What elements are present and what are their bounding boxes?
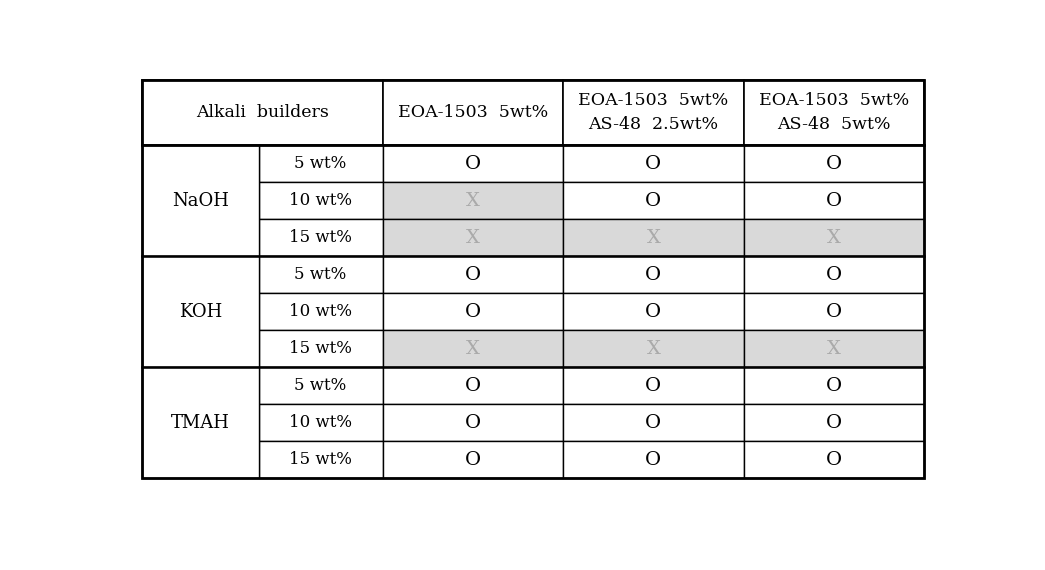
Bar — [142, 256, 258, 367]
Text: O: O — [465, 155, 481, 173]
Text: EOA-1503  5wt%
AS-48  2.5wt%: EOA-1503 5wt% AS-48 2.5wt% — [578, 92, 728, 133]
Text: O: O — [826, 155, 842, 173]
Text: 10 wt%: 10 wt% — [289, 192, 352, 209]
Bar — [258, 145, 382, 182]
Bar — [258, 330, 382, 367]
Bar — [563, 80, 744, 145]
Text: O: O — [646, 377, 661, 394]
Bar — [563, 256, 744, 293]
Text: O: O — [826, 303, 842, 321]
Bar — [563, 293, 744, 330]
Text: EOA-1503  5wt%: EOA-1503 5wt% — [398, 104, 548, 121]
Bar — [563, 145, 744, 182]
Bar — [382, 293, 563, 330]
Text: TMAH: TMAH — [171, 414, 230, 431]
Bar — [258, 256, 382, 293]
Text: O: O — [826, 377, 842, 394]
Text: O: O — [465, 266, 481, 284]
Text: 5 wt%: 5 wt% — [295, 266, 347, 283]
Bar — [382, 219, 563, 256]
Bar — [258, 182, 382, 219]
Bar — [563, 404, 744, 441]
Text: O: O — [826, 266, 842, 284]
Text: KOH: KOH — [179, 303, 222, 321]
Bar — [258, 441, 382, 478]
Text: O: O — [646, 155, 661, 173]
Bar — [382, 256, 563, 293]
Bar — [258, 293, 382, 330]
Text: X: X — [647, 340, 660, 358]
Bar — [382, 404, 563, 441]
Bar — [744, 219, 924, 256]
Bar — [563, 367, 744, 404]
Bar — [142, 367, 258, 478]
Text: 5 wt%: 5 wt% — [295, 156, 347, 172]
Text: X: X — [466, 340, 480, 358]
Bar — [563, 182, 744, 219]
Bar — [744, 182, 924, 219]
Text: X: X — [466, 229, 480, 247]
Text: O: O — [646, 303, 661, 321]
Text: X: X — [647, 229, 660, 247]
Bar — [744, 367, 924, 404]
Text: NaOH: NaOH — [172, 192, 229, 210]
Text: 15 wt%: 15 wt% — [289, 340, 352, 357]
Text: O: O — [646, 192, 661, 210]
Text: O: O — [646, 450, 661, 469]
Text: 10 wt%: 10 wt% — [289, 414, 352, 431]
Text: 10 wt%: 10 wt% — [289, 303, 352, 320]
Bar — [382, 80, 563, 145]
Text: X: X — [827, 229, 841, 247]
Bar — [382, 182, 563, 219]
Text: O: O — [465, 450, 481, 469]
Bar — [563, 441, 744, 478]
Bar — [744, 330, 924, 367]
Bar — [142, 145, 258, 256]
Bar — [382, 367, 563, 404]
Bar — [382, 441, 563, 478]
Text: 15 wt%: 15 wt% — [289, 229, 352, 246]
Bar — [744, 80, 924, 145]
Text: O: O — [646, 266, 661, 284]
Bar — [563, 219, 744, 256]
Bar — [258, 219, 382, 256]
Text: 15 wt%: 15 wt% — [289, 451, 352, 468]
Text: X: X — [827, 340, 841, 358]
Text: Alkali  builders: Alkali builders — [196, 104, 329, 121]
Bar — [744, 256, 924, 293]
Bar — [258, 367, 382, 404]
Text: O: O — [465, 377, 481, 394]
Bar — [744, 145, 924, 182]
Bar — [744, 293, 924, 330]
Bar — [142, 80, 382, 145]
Bar — [258, 404, 382, 441]
Text: X: X — [466, 192, 480, 210]
Text: O: O — [826, 450, 842, 469]
Bar — [382, 145, 563, 182]
Text: 5 wt%: 5 wt% — [295, 377, 347, 394]
Text: EOA-1503  5wt%
AS-48  5wt%: EOA-1503 5wt% AS-48 5wt% — [759, 92, 909, 133]
Bar — [382, 330, 563, 367]
Text: O: O — [646, 414, 661, 431]
Text: O: O — [465, 414, 481, 431]
Bar — [744, 404, 924, 441]
Text: O: O — [826, 414, 842, 431]
Bar — [744, 441, 924, 478]
Text: O: O — [826, 192, 842, 210]
Text: O: O — [465, 303, 481, 321]
Bar — [563, 330, 744, 367]
